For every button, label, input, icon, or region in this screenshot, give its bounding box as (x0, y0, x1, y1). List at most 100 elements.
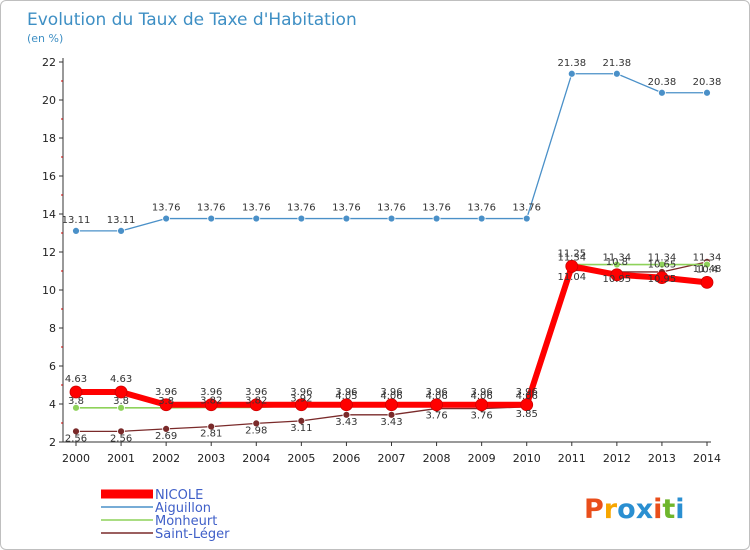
chart-title: Evolution du Taux de Taxe d'Habitation (27, 10, 357, 30)
x-tick-label: 2007 (378, 452, 406, 465)
data-point-saint-l-ger (207, 422, 216, 431)
data-label: 2.81 (200, 429, 222, 440)
data-label: 10.4 (696, 264, 718, 275)
data-label: 13.76 (422, 203, 451, 214)
data-point-saint-l-ger (297, 417, 306, 425)
data-label: 3.8 (68, 396, 84, 407)
data-point-nicole (294, 398, 308, 412)
data-point-aiguillon (658, 88, 666, 97)
data-point-aiguillon (432, 214, 441, 223)
data-point-aiguillon (477, 214, 486, 223)
data-label: 13.76 (197, 203, 226, 214)
chart-subtitle: (en %) (27, 32, 63, 45)
data-point-nicole (385, 398, 398, 412)
data-point-monheurt (72, 403, 80, 412)
data-label: 4.06 (380, 391, 402, 402)
legend-label-monheurt: Monheurt (155, 514, 217, 529)
data-label: 3.96 (155, 387, 177, 398)
data-point-aiguillon (207, 214, 216, 223)
data-label: 3.96 (380, 387, 402, 398)
data-point-monheurt (612, 260, 621, 269)
data-label: 3.76 (471, 411, 493, 422)
y-tick-label: 12 (42, 246, 56, 259)
data-label: 3.96 (425, 387, 447, 398)
x-tick-label: 2012 (603, 452, 631, 465)
data-label: 4.06 (516, 391, 538, 402)
data-label: 3.43 (335, 417, 357, 428)
data-label: 10.95 (648, 274, 677, 285)
data-label: 13.76 (332, 203, 361, 214)
x-tick-label: 2008 (423, 452, 451, 465)
data-point-nicole (520, 398, 534, 412)
data-point-monheurt (658, 260, 666, 269)
data-label: 3.92 (290, 394, 312, 405)
y-tick-label: 10 (42, 284, 56, 297)
y-tick-label: 6 (49, 360, 56, 373)
x-tick-label: 2010 (513, 452, 541, 465)
data-label: 13.76 (242, 203, 271, 214)
data-label: 13.76 (512, 203, 541, 214)
data-point-nicole (114, 385, 128, 399)
data-point-saint-l-ger (342, 410, 351, 419)
data-point-saint-l-ger (162, 424, 171, 433)
data-point-aiguillon (703, 88, 711, 97)
data-point-nicole (475, 398, 489, 412)
legend-label-nicole: NICOLE (155, 488, 203, 503)
data-point-nicole (610, 268, 624, 282)
data-point-saint-l-ger (72, 427, 80, 436)
data-label: 3.96 (516, 387, 538, 398)
data-label: 4.06 (425, 391, 447, 402)
data-point-nicole (565, 259, 579, 273)
data-label: 10.95 (603, 274, 632, 285)
data-label: 11.48 (693, 264, 722, 275)
data-label: 11.34 (648, 253, 677, 264)
data-point-aiguillon (342, 214, 351, 223)
y-tick-label: 16 (42, 170, 56, 183)
data-point-saint-l-ger (387, 410, 396, 419)
data-point-nicole (69, 385, 83, 399)
data-label: 21.38 (557, 58, 586, 69)
data-label: 3.8 (158, 396, 174, 407)
data-label: 3.96 (245, 387, 267, 398)
data-label: 13.11 (62, 215, 91, 226)
data-label: 10.65 (648, 260, 677, 271)
data-label: 3.43 (380, 417, 402, 428)
proxiti-logo: Proxiti (584, 494, 685, 525)
data-point-nicole (655, 271, 669, 285)
data-label: 3.85 (516, 409, 538, 420)
x-tick-label: 2000 (62, 452, 90, 465)
data-label: 3.96 (471, 387, 493, 398)
data-point-saint-l-ger (117, 427, 125, 436)
data-label: 20.38 (648, 77, 677, 88)
y-tick-label: 22 (42, 56, 56, 69)
data-label: 13.76 (467, 203, 496, 214)
data-label: 21.38 (603, 58, 632, 69)
data-label: 11.25 (557, 248, 586, 259)
x-tick-label: 2006 (332, 452, 360, 465)
legend-label-aiguillon: Aiguillon (155, 501, 211, 516)
y-tick-label: 14 (42, 208, 56, 221)
data-point-aiguillon (297, 214, 306, 223)
y-tick-label: 20 (42, 94, 56, 107)
data-point-aiguillon (117, 227, 125, 235)
data-point-monheurt (117, 403, 125, 412)
data-label: 11.34 (693, 253, 722, 264)
x-tick-label: 2011 (558, 452, 586, 465)
data-point-monheurt (703, 260, 711, 269)
data-label: 2.56 (110, 433, 132, 444)
y-tick-label: 2 (49, 436, 56, 449)
legend-label-saint-l-ger: Saint-Léger (155, 527, 230, 542)
data-point-aiguillon (567, 69, 576, 78)
data-label: 11.34 (603, 253, 632, 264)
chart-data-labels: 13.11 13.11 13.76 13.76 13.76 13.76 13.76 13.76… (62, 58, 722, 445)
data-label: 10.8 (606, 257, 628, 268)
data-label: 3.96 (290, 387, 312, 398)
data-label: 3.76 (425, 411, 447, 422)
y-tick-label: 18 (42, 132, 56, 145)
data-point-nicole (340, 398, 353, 412)
data-label: 3.82 (200, 395, 222, 406)
data-label: 4.06 (471, 391, 493, 402)
data-point-saint-l-ger (252, 419, 261, 428)
